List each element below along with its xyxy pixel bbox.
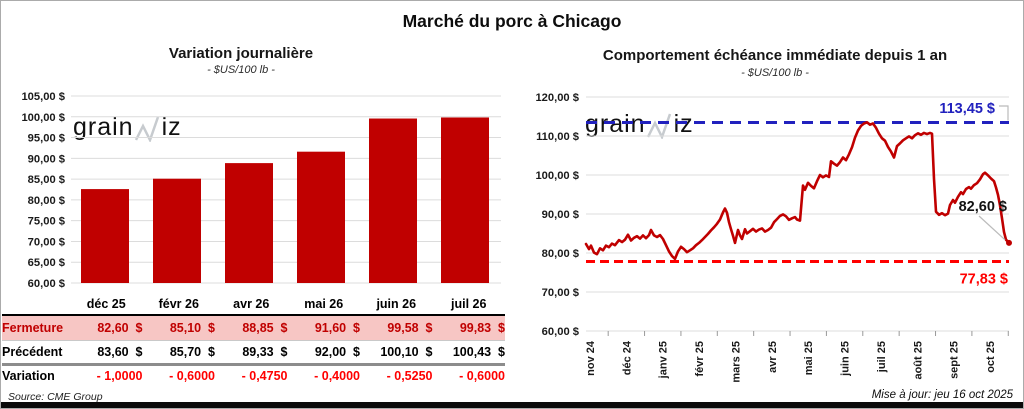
y-tick-label: 105,00 $ [21, 91, 65, 103]
month-header-cell: mai 26 [304, 296, 344, 311]
y-tick-label: 100,00 $ [535, 170, 579, 182]
table-cell: 88,85 $ [215, 314, 288, 341]
series-line [584, 120, 1011, 261]
table-cell: 89,33 $ [215, 340, 288, 366]
table-cell: - 0,5250 [386, 368, 433, 383]
y-tick-label: 120,00 $ [535, 92, 579, 104]
watermark-text-post: iz [161, 113, 182, 141]
table-cell: 99,58 $ [360, 314, 433, 341]
bar [369, 118, 417, 284]
x-tick-label: janv 25 [658, 341, 670, 379]
row-label: Variation [2, 368, 55, 383]
watermark-text-pre: grain [73, 113, 134, 141]
watermark-zigzag-icon [134, 116, 159, 142]
table-header-row: déc 25 févr 26 avr 26 mai 26 juin 26 juil 26 [2, 293, 505, 315]
grainwiz-watermark: grain iz [73, 113, 182, 142]
x-tick-label: mars 25 [730, 341, 742, 383]
x-tick-label: oct 25 [985, 341, 997, 373]
row-label: Précédent [2, 340, 70, 366]
end-value-label: 82,60 $ [959, 199, 1007, 215]
y-tick-label: 80,00 $ [542, 248, 580, 260]
x-tick-label: nov 24 [585, 340, 597, 376]
ref-high-label: 113,45 $ [939, 101, 995, 117]
table-cell: - 1,0000 [96, 368, 143, 383]
y-tick-label: 90,00 $ [542, 209, 580, 221]
ref-low-label: 77,83 $ [960, 271, 1008, 287]
bar [297, 151, 345, 283]
table-cell: 99,83 $ [432, 314, 505, 341]
page-title: Marché du porc à Chicago [402, 11, 622, 31]
bar [225, 163, 273, 283]
month-header-cell: avr 26 [233, 296, 270, 311]
x-tick-label: juil 25 [876, 341, 888, 373]
x-tick-label: févr 25 [694, 341, 706, 376]
bar-chart-title: Variation journalière [168, 45, 314, 62]
table-cell: - 0,4000 [314, 368, 360, 383]
bar [153, 178, 201, 283]
table-cell: 92,00 $ [287, 340, 360, 366]
table-cell: 82,60 $ [70, 314, 143, 341]
y-tick-label: 100,00 $ [21, 112, 65, 124]
y-tick-label: 60,00 $ [28, 278, 66, 290]
y-tick-label: 70,00 $ [542, 287, 580, 299]
table-cell: 85,70 $ [142, 340, 215, 366]
x-tick-label: juin 25 [840, 341, 852, 377]
month-header-cell: juin 26 [376, 296, 417, 311]
month-header-cell: févr 26 [158, 296, 199, 311]
series-end-dot [1006, 239, 1012, 246]
y-tick-label: 65,00 $ [28, 257, 66, 269]
ref-high-callout [999, 105, 1009, 121]
x-tick-label: sept 25 [949, 341, 961, 379]
watermark-zigzag-icon [646, 113, 671, 139]
line-chart-subtitle: - $US/100 lb - [741, 67, 809, 79]
bar [441, 117, 489, 283]
update-note: Mise à jour: jeu 16 oct 2025 [871, 389, 1013, 401]
x-tick-label: déc 24 [621, 340, 633, 375]
month-header-cell: déc 25 [86, 296, 126, 311]
end-label-leader [978, 215, 1006, 241]
y-tick-label: 110,00 $ [536, 131, 580, 143]
y-tick-label: 95,00 $ [28, 133, 66, 145]
table-cell: 100,43 $ [432, 340, 505, 366]
table-row-variation: Variation - 1,0000 - 0,6000 - 0,4750 - 0,400… [2, 364, 505, 386]
table-cell: - 0,6000 [459, 368, 505, 383]
table-cell: - 0,6000 [169, 368, 215, 383]
x-tick-label: mai 25 [803, 341, 815, 375]
y-tick-label: 80,00 $ [28, 195, 66, 207]
bar-chart: 105,00 $ 100,00 $ 95,00 $ 90,00 $ 85,00 $ 80,… [21, 91, 501, 290]
table-corner-cell [2, 293, 70, 315]
bar [81, 189, 129, 283]
source-note: Source: CME Group [8, 391, 103, 403]
y-tick-label: 60,00 $ [542, 326, 580, 338]
line-chart: 120,00 $ 110,00 $ 100,00 $ 90,00 $ 80,00 $ 70… [535, 92, 1012, 383]
table-cell: 85,10 $ [142, 314, 215, 341]
table-cell: 91,60 $ [287, 314, 360, 341]
month-header-cell: juil 26 [451, 296, 487, 311]
table-cell: - 0,4750 [241, 368, 288, 383]
x-tick-label: avr 25 [767, 341, 779, 373]
line-chart-title: Comportement échéance immédiate depuis 1… [602, 47, 948, 64]
table-cell: 83,60 $ [70, 340, 143, 366]
bar-chart-subtitle: - $US/100 lb - [207, 64, 275, 76]
y-tick-label: 85,00 $ [28, 174, 66, 186]
table-row-fermeture: Fermeture 82,60 $85,10 $88,85 $91,60 $99,… [2, 314, 505, 341]
table-cell: 100,10 $ [360, 340, 433, 366]
row-label: Fermeture [2, 314, 70, 341]
y-tick-label: 75,00 $ [28, 216, 66, 228]
y-tick-label: 70,00 $ [28, 236, 66, 248]
x-tick-label: août 25 [912, 341, 924, 380]
bottom-accent-bar [1, 402, 1023, 408]
table-row-prcdent: Précédent 83,60 $85,70 $89,33 $92,00 $100… [2, 340, 505, 366]
price-table: déc 25 févr 26 avr 26 mai 26 juin 26 juil 26 … [2, 293, 505, 386]
y-tick-label: 90,00 $ [28, 153, 66, 165]
